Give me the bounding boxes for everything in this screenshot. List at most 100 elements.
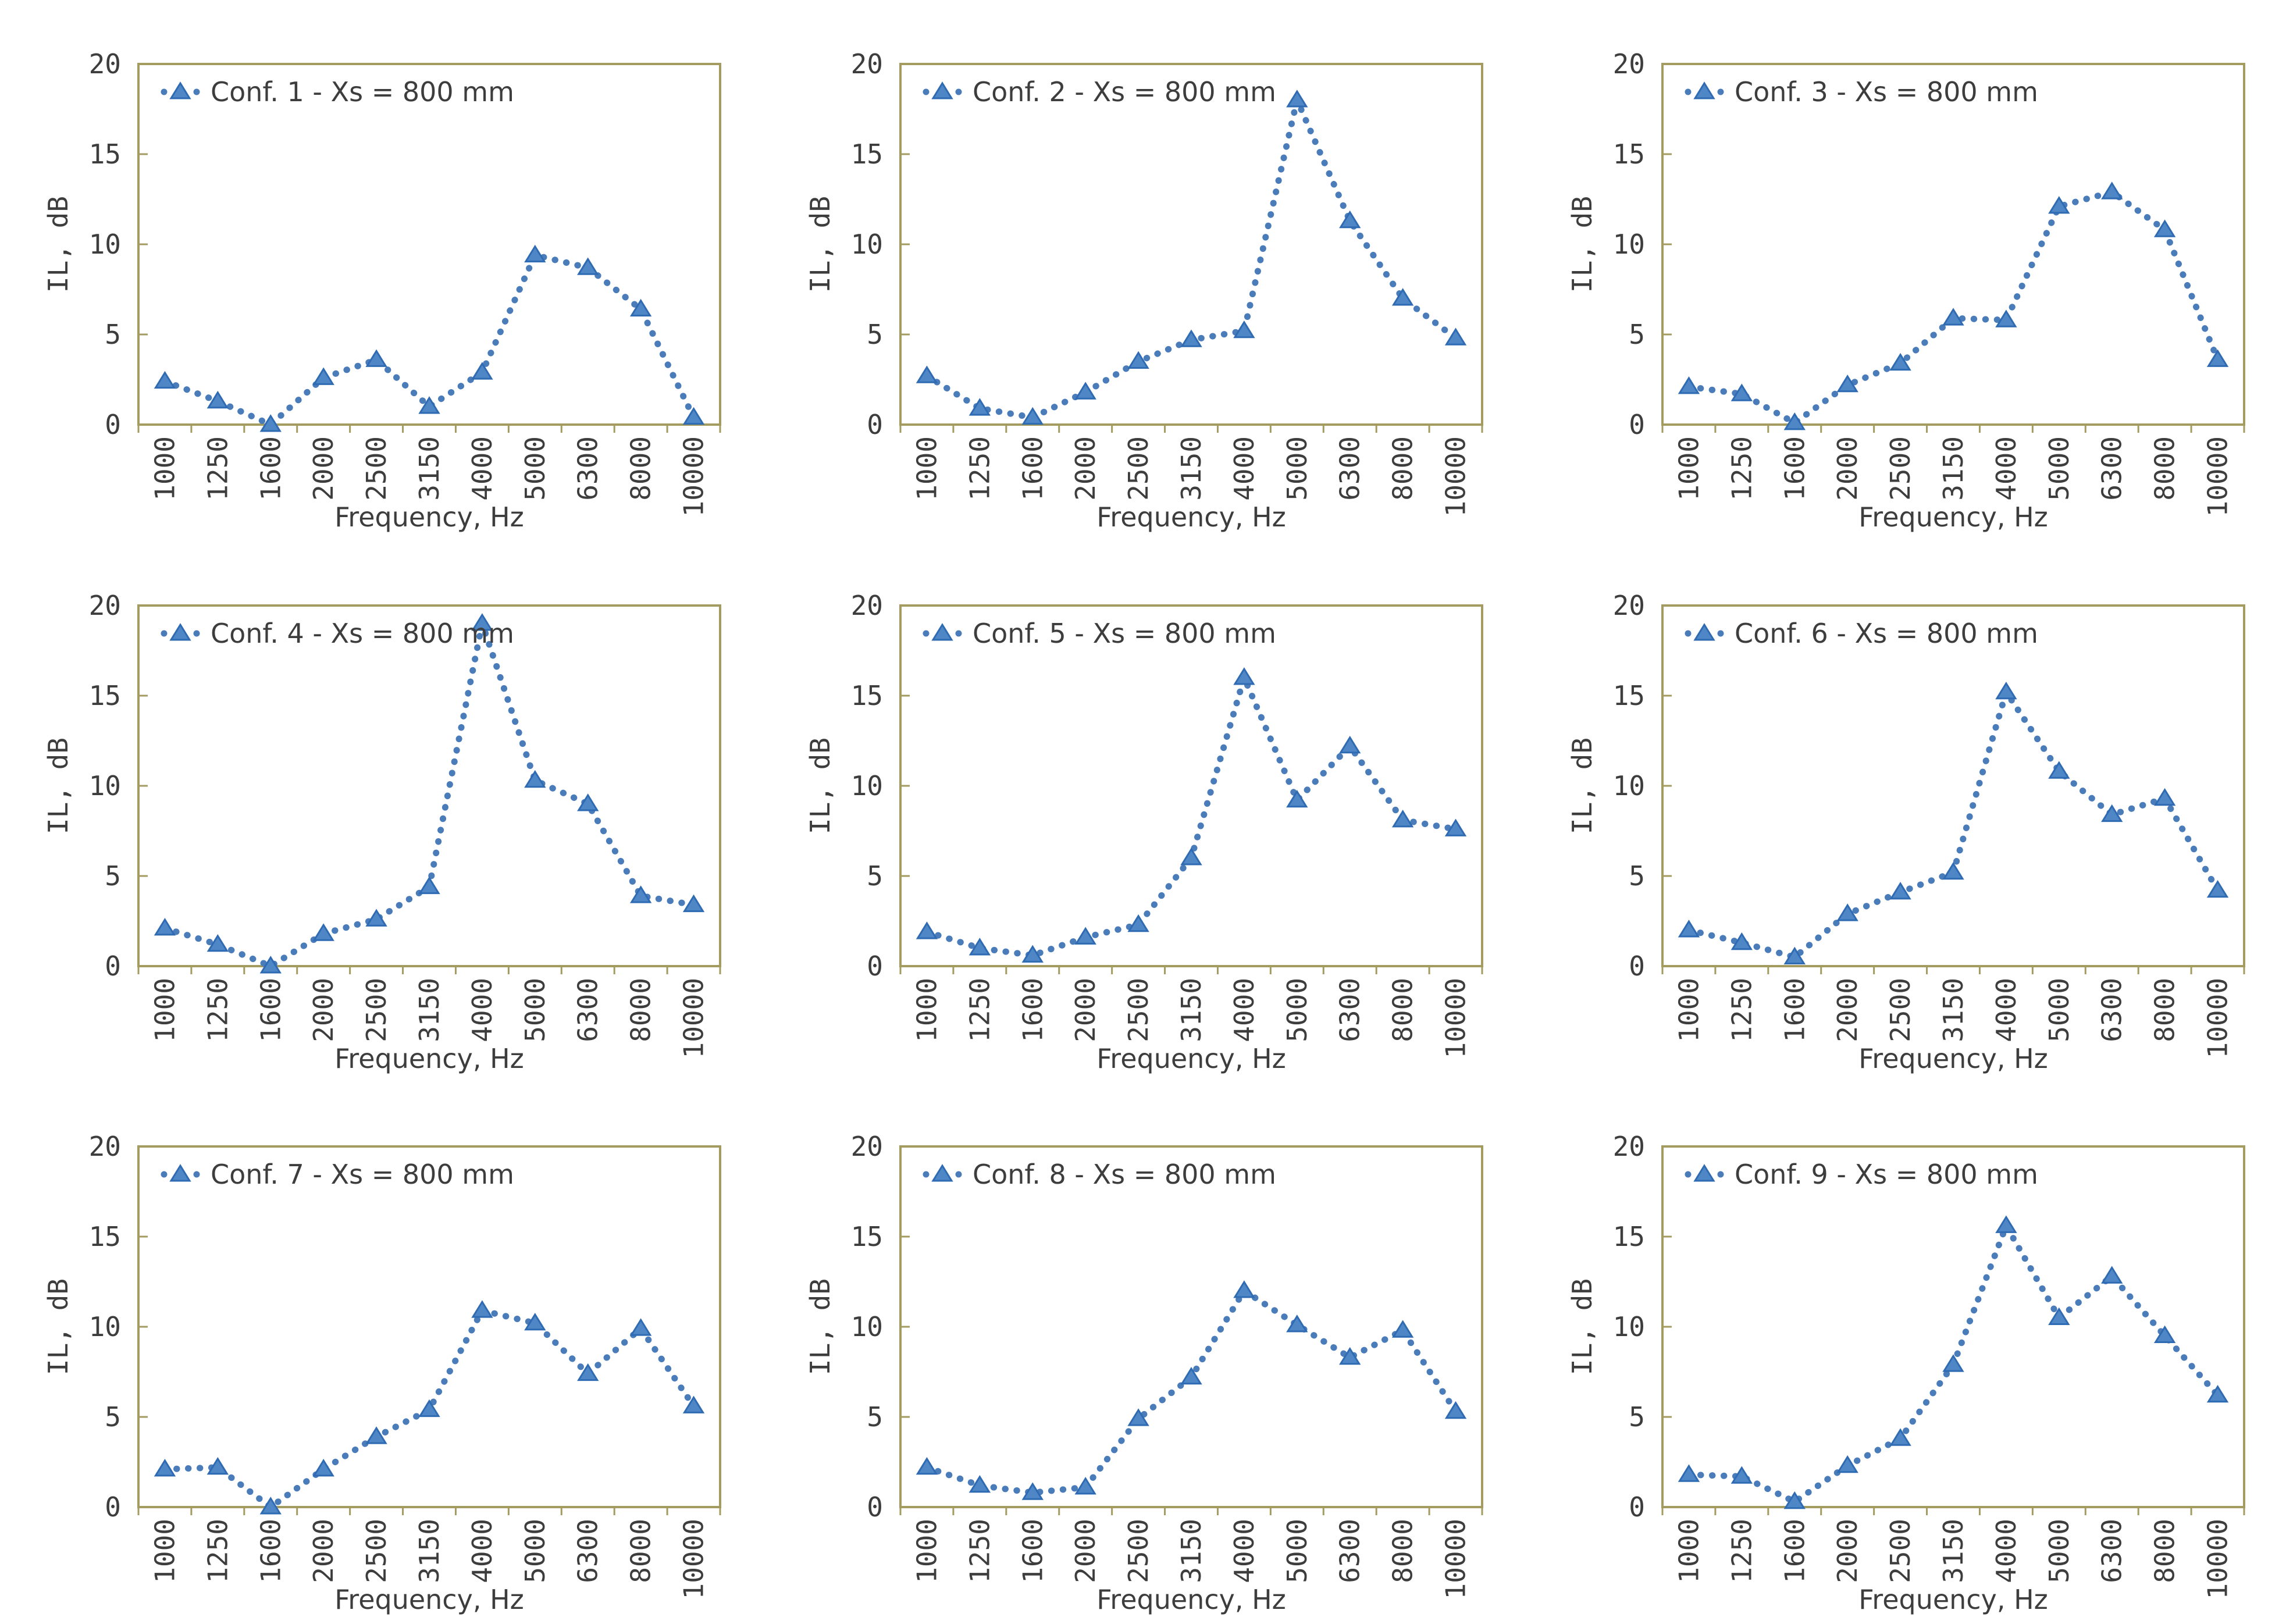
chart-panel-conf-6: 0 5 10 15 20 1000 1250 1600 2000 2500 3150 4000 5000… (1524, 542, 2286, 1082)
legend-label: Conf. 8 - Xs = 800 mm (973, 1159, 1276, 1190)
x-axis-title: Frequency, Hz (334, 1584, 524, 1615)
x-tick-label: 2000 (308, 436, 339, 501)
y-tick-label: 15 (89, 680, 121, 711)
y-axis-title: IL, dB (804, 1278, 836, 1375)
plot-border (1661, 63, 2245, 426)
x-tick-label: 4000 (467, 436, 498, 501)
y-axis-title: IL, dB (804, 738, 836, 834)
legend-label: Conf. 2 - Xs = 800 mm (973, 76, 1276, 108)
data-point-marker (1783, 946, 1806, 964)
data-point-marker (1021, 945, 1044, 963)
data-point-marker (1444, 1401, 1467, 1419)
y-tick-label: 15 (851, 1221, 883, 1252)
x-tick-label: 1250 (1726, 978, 1757, 1042)
x-tick-label: 1250 (202, 436, 233, 501)
data-point-marker (629, 1318, 652, 1336)
x-tick-label: 2500 (1885, 978, 1916, 1042)
data-point-marker (154, 917, 176, 936)
chart-canvas-conf-3: 0 5 10 15 20 1000 1250 1600 2000 2500 3150 4000 5000… (1566, 48, 2245, 533)
y-tick-label: 20 (851, 48, 883, 80)
data-point-marker (1180, 329, 1202, 347)
legend-line-dot (161, 630, 168, 637)
x-tick-label: 8000 (2149, 1519, 2181, 1583)
series-line (1686, 188, 2221, 427)
x-tick-label: 3150 (414, 1519, 445, 1583)
legend-line-dot (193, 630, 200, 637)
plot-border (137, 604, 721, 967)
x-tick-label: 10000 (1440, 1519, 1472, 1599)
x-tick-label: 2500 (1123, 436, 1154, 501)
data-point-marker (154, 1459, 176, 1477)
data-point-marker (1021, 1482, 1044, 1501)
x-tick-label: 2000 (1832, 436, 1863, 501)
x-tick-label: 10000 (2202, 1519, 2234, 1599)
data-point-marker (2048, 196, 2070, 214)
x-tick-label: 8000 (625, 978, 657, 1042)
data-point-marker (1074, 382, 1096, 400)
x-tick-label: 4000 (1991, 978, 2022, 1042)
data-point-marker (259, 414, 282, 432)
x-tick-label: 1600 (1779, 436, 1810, 501)
data-point-marker (1180, 847, 1202, 866)
data-point-marker (968, 937, 991, 956)
x-tick-label: 1000 (1673, 436, 1704, 501)
x-tick-label: 2000 (308, 978, 339, 1042)
y-tick-label: 20 (851, 1131, 883, 1162)
x-tick-label: 4000 (1229, 978, 1260, 1042)
legend-marker (931, 81, 953, 99)
y-tick-label: 20 (1613, 48, 1645, 80)
data-point-marker (682, 894, 705, 912)
data-point-marker (418, 876, 440, 894)
y-tick-label: 15 (1613, 680, 1645, 711)
legend-marker (931, 1164, 953, 1182)
x-tick-label: 1600 (1779, 978, 1810, 1042)
data-point-marker (524, 244, 546, 263)
x-tick-label: 1250 (202, 1519, 233, 1583)
x-tick-label: 3150 (1176, 436, 1207, 501)
data-point-marker (1730, 383, 1753, 401)
data-point-marker (1339, 210, 1361, 229)
data-point-marker (418, 396, 440, 414)
x-tick-label: 3150 (414, 436, 445, 501)
plot-border (899, 1145, 1483, 1509)
y-tick-label: 15 (89, 1221, 121, 1252)
y-axis-title: IL, dB (1566, 738, 1598, 834)
data-point-marker (1995, 681, 2017, 699)
x-tick-label: 1600 (1017, 436, 1048, 501)
legend-line-dot (1717, 630, 1724, 637)
x-axis-title: Frequency, Hz (1096, 1043, 1286, 1074)
data-point-marker (1889, 1428, 1911, 1447)
series-line (924, 668, 1459, 959)
x-tick-label: 2000 (308, 1519, 339, 1583)
data-point-marker (1444, 818, 1467, 836)
legend-label: Conf. 7 - Xs = 800 mm (211, 1159, 514, 1190)
x-tick-label: 2000 (1832, 978, 1863, 1042)
y-axis-title: IL, dB (42, 738, 74, 834)
legend-line-dot (923, 630, 930, 637)
y-tick-label: 0 (105, 409, 121, 440)
legend-label: Conf. 9 - Xs = 800 mm (1735, 1159, 2038, 1190)
chart-panel-conf-4: 0 5 10 15 20 1000 1250 1600 2000 2500 3150 4000 5000… (0, 542, 762, 1082)
data-point-marker (1730, 932, 1753, 950)
x-tick-label: 5000 (1281, 436, 1313, 501)
data-point-marker (471, 612, 493, 631)
y-axis-title: IL, dB (1566, 196, 1598, 293)
legend-marker (169, 1164, 191, 1182)
data-point-marker (2206, 349, 2229, 367)
y-tick-label: 0 (105, 950, 121, 982)
legend-marker (169, 622, 191, 641)
x-tick-label: 8000 (2149, 978, 2181, 1042)
data-point-marker (206, 934, 229, 952)
data-point-marker (365, 909, 387, 927)
legend-line-dot (193, 88, 200, 95)
y-tick-label: 5 (1629, 1401, 1645, 1433)
data-point-marker (2153, 788, 2176, 806)
y-axis-title: IL, dB (1566, 1278, 1598, 1375)
data-point-marker (968, 1475, 991, 1493)
x-tick-label: 1250 (964, 978, 995, 1042)
chart-canvas-conf-6: 0 5 10 15 20 1000 1250 1600 2000 2500 3150 4000 5000… (1566, 590, 2245, 1074)
data-point-marker (1127, 1408, 1149, 1426)
y-tick-label: 10 (851, 229, 883, 260)
x-tick-label: 2500 (1123, 1519, 1154, 1583)
x-tick-label: 6300 (2096, 436, 2128, 501)
